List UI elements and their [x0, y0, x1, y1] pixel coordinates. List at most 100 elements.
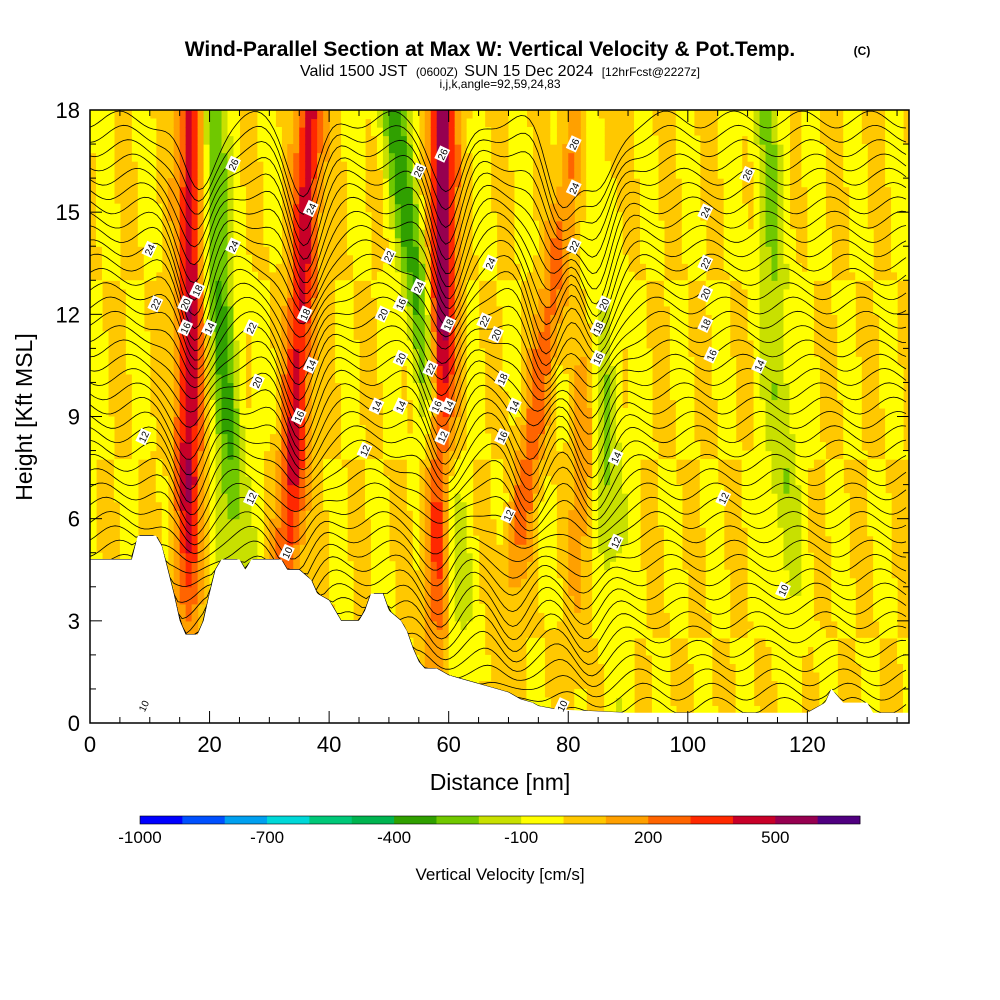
velocity-cell: [221, 331, 229, 341]
velocity-cell: [95, 305, 103, 315]
velocity-cell: [179, 118, 187, 128]
velocity-cell: [604, 416, 611, 426]
velocity-cell: [616, 382, 623, 392]
velocity-cell: [143, 263, 151, 273]
velocity-cell: [299, 390, 306, 401]
velocity-cell: [723, 390, 731, 401]
velocity-cell: [227, 195, 235, 205]
velocity-cell: [347, 416, 354, 426]
velocity-cell: [747, 450, 755, 460]
velocity-cell: [107, 246, 115, 256]
velocity-cell: [173, 356, 181, 367]
velocity-cell: [406, 390, 414, 401]
velocity-cell: [634, 416, 641, 426]
velocity-cell: [287, 178, 294, 188]
velocity-cell: [293, 365, 300, 375]
velocity-cell: [628, 373, 635, 384]
velocity-cell: [580, 229, 587, 239]
velocity-cell: [353, 161, 360, 171]
velocity-cell: [119, 527, 127, 537]
velocity-cell: [634, 407, 641, 418]
velocity-cell: [598, 314, 605, 324]
velocity-cell: [305, 212, 312, 222]
velocity-cell: [311, 322, 318, 332]
velocity-cell: [299, 161, 306, 171]
velocity-cell: [215, 280, 223, 290]
velocity-cell: [610, 178, 617, 188]
velocity-cell: [167, 203, 175, 213]
velocity-cell: [586, 467, 593, 477]
velocity-cell: [753, 484, 761, 494]
velocity-cell: [436, 288, 444, 298]
velocity-cell: [574, 382, 581, 392]
velocity-cell: [484, 144, 492, 154]
velocity-cell: [382, 390, 390, 401]
velocity-cell: [376, 144, 384, 154]
velocity-cell: [526, 552, 533, 562]
velocity-cell: [191, 595, 199, 605]
velocity-cell: [305, 390, 312, 401]
velocity-cell: [639, 169, 647, 179]
velocity-cell: [412, 246, 420, 256]
velocity-cell: [723, 135, 731, 145]
velocity-cell: [753, 390, 761, 401]
velocity-cell: [645, 450, 653, 460]
velocity-cell: [311, 331, 318, 341]
velocity-cell: [478, 178, 486, 188]
velocity-cell: [245, 442, 253, 452]
velocity-cell: [514, 135, 522, 145]
velocity-cell: [759, 416, 767, 426]
velocity-cell: [532, 688, 539, 699]
velocity-cell: [520, 152, 527, 162]
velocity-cell: [681, 305, 689, 315]
velocity-cell: [382, 220, 390, 230]
velocity-cell: [675, 612, 683, 622]
velocity-cell: [281, 416, 288, 426]
velocity-cell: [197, 578, 205, 588]
velocity-cell: [424, 314, 432, 324]
velocity-cell: [598, 425, 605, 435]
velocity-cell: [215, 110, 223, 120]
velocity-cell: [723, 603, 731, 613]
velocity-cell: [747, 254, 755, 264]
velocity-cell: [412, 263, 420, 273]
velocity-cell: [137, 203, 145, 213]
velocity-cell: [311, 339, 318, 349]
velocity-cell: [616, 271, 623, 281]
velocity-cell: [514, 305, 522, 315]
velocity-cell: [430, 135, 438, 145]
velocity-cell: [657, 518, 665, 528]
velocity-cell: [125, 365, 133, 375]
velocity-cell: [639, 433, 647, 443]
velocity-cell: [239, 501, 247, 511]
velocity-cell: [478, 620, 486, 630]
velocity-cell: [729, 212, 737, 222]
velocity-cell: [574, 416, 581, 426]
velocity-cell: [747, 271, 755, 281]
velocity-cell: [406, 271, 414, 281]
velocity-cell: [155, 246, 163, 256]
velocity-cell: [436, 229, 444, 239]
velocity-cell: [131, 501, 139, 511]
velocity-cell: [293, 467, 300, 477]
velocity-cell: [197, 212, 205, 222]
velocity-cell: [759, 280, 767, 290]
velocity-cell: [448, 203, 456, 213]
velocity-cell: [287, 297, 294, 307]
velocity-cell: [233, 510, 241, 520]
velocity-cell: [382, 169, 390, 179]
velocity-cell: [460, 535, 468, 545]
velocity-cell: [747, 663, 755, 673]
velocity-cell: [556, 280, 563, 290]
velocity-cell: [639, 144, 647, 154]
velocity-cell: [747, 476, 755, 486]
velocity-cell: [221, 280, 229, 290]
velocity-cell: [705, 654, 713, 664]
velocity-cell: [520, 510, 527, 520]
velocity-cell: [472, 246, 480, 256]
velocity-cell: [520, 186, 527, 196]
velocity-cell: [239, 373, 247, 384]
velocity-cell: [131, 416, 139, 426]
velocity-cell: [191, 297, 199, 307]
velocity-cell: [550, 229, 557, 239]
